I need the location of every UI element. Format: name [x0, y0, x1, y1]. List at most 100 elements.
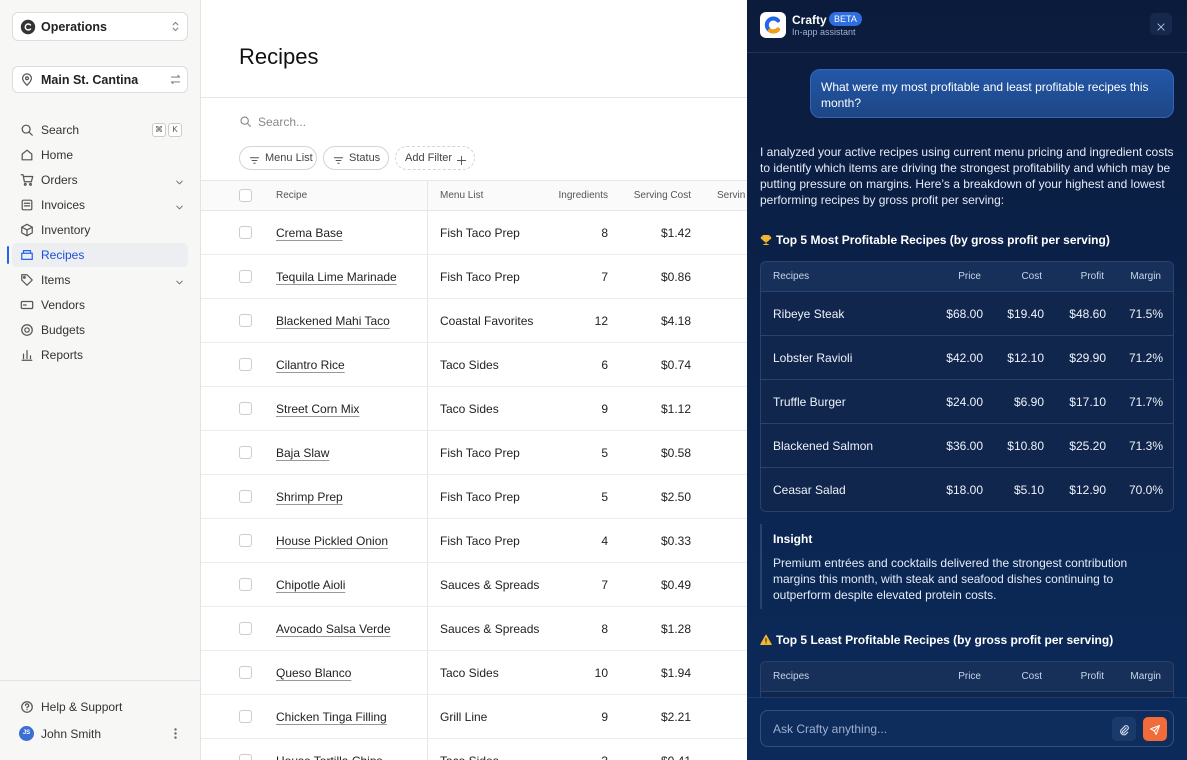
- workspace-selector[interactable]: Operations: [12, 12, 188, 41]
- row-checkbox[interactable]: [239, 666, 252, 679]
- filter-chip[interactable]: Menu List: [239, 146, 317, 170]
- column-header: Recipes: [773, 271, 810, 282]
- profit: $12.90: [1069, 483, 1106, 497]
- row-checkbox[interactable]: [239, 754, 252, 760]
- table-row[interactable]: Blackened Mahi Taco Coastal Favorites 12 $4…: [201, 299, 761, 343]
- price: $42.00: [946, 351, 983, 365]
- table-row[interactable]: Chipotle Aioli Sauces & Spreads 7 $0.49: [201, 563, 761, 607]
- row-checkbox[interactable]: [239, 402, 252, 415]
- recipe-name: Baja Slaw: [276, 446, 330, 460]
- table-row[interactable]: Baja Slaw Fish Taco Prep 5 $0.58: [201, 431, 761, 475]
- workspace-name: Operations: [41, 20, 107, 34]
- search-input[interactable]: Search...: [258, 115, 307, 129]
- recipe-name: Blackened Salmon: [773, 439, 874, 453]
- chat-input[interactable]: Ask Crafty anything...: [760, 710, 1174, 747]
- menu-list: Fish Taco Prep: [440, 226, 520, 240]
- ingredient-count: 7: [601, 578, 608, 592]
- trophy-icon: [760, 233, 772, 246]
- menu-list: Fish Taco Prep: [440, 534, 520, 548]
- table-header: [201, 180, 761, 211]
- menu-list: Fish Taco Prep: [440, 490, 520, 504]
- nav-label: Recipes: [41, 248, 85, 262]
- row-checkbox[interactable]: [239, 490, 252, 503]
- insight-title: Insight: [773, 532, 813, 546]
- user-message: What were my most profitable and least p…: [810, 69, 1174, 118]
- table-row[interactable]: Cilantro Rice Taco Sides 6 $0.74: [201, 343, 761, 387]
- nav-item[interactable]: Inventory: [12, 218, 188, 242]
- send-button[interactable]: [1143, 717, 1167, 741]
- header-checkbox[interactable]: [239, 189, 252, 202]
- menu-list: Fish Taco Prep: [440, 270, 520, 284]
- ingredient-count: 3: [601, 754, 608, 760]
- table-row[interactable]: Tequila Lime Marinade Fish Taco Prep 7 $0.8…: [201, 255, 761, 299]
- table-row[interactable]: House Pickled Onion Fish Taco Prep 4 $0.33: [201, 519, 761, 563]
- ingredient-count: 12: [594, 314, 608, 328]
- price: $68.00: [946, 307, 983, 321]
- row-checkbox[interactable]: [239, 446, 252, 459]
- table-row[interactable]: Street Corn Mix Taco Sides 9 $1.12: [201, 387, 761, 431]
- help-link[interactable]: Help & Support: [12, 697, 188, 717]
- row-checkbox[interactable]: [239, 314, 252, 327]
- serving-cost: $0.33: [660, 534, 691, 548]
- nav-icon: [20, 348, 34, 362]
- nav-icon: [20, 173, 34, 187]
- assistant-intro: I analyzed your active recipes using cur…: [760, 145, 1174, 207]
- cost: $5.10: [1013, 483, 1044, 497]
- nav-icon: [20, 323, 34, 337]
- table-row[interactable]: Shrimp Prep Fish Taco Prep 5 $2.50: [201, 475, 761, 519]
- user-menu[interactable]: JS John Smith: [12, 724, 188, 744]
- row-checkbox[interactable]: [239, 578, 252, 591]
- nav-item[interactable]: Home: [12, 143, 188, 167]
- menu-list: Coastal Favorites: [440, 314, 534, 328]
- table-row[interactable]: Avocado Salsa Verde Sauces & Spreads 8 $1.2…: [201, 607, 761, 651]
- row-checkbox[interactable]: [239, 710, 252, 723]
- column-header: Ingredients: [558, 190, 608, 201]
- recipe-name: House Tortilla Chips: [276, 754, 383, 760]
- warning-icon: [760, 633, 772, 646]
- column-header: Margin: [1130, 671, 1161, 682]
- nav-item[interactable]: Vendors: [12, 293, 188, 317]
- column-header: Price: [958, 271, 981, 282]
- chevron-down: [174, 200, 185, 211]
- nav-item[interactable]: Budgets: [12, 318, 188, 342]
- nav-item[interactable]: Search ⌘ K: [12, 118, 188, 142]
- table-row[interactable]: House Tortilla Chips Taco Sides 3 $0.41: [201, 739, 761, 760]
- nav-item[interactable]: Orders: [12, 168, 188, 192]
- profit: $17.10: [1069, 395, 1106, 409]
- cost: $10.80: [1007, 439, 1044, 453]
- nav-item[interactable]: Reports: [12, 343, 188, 367]
- input-placeholder: Ask Crafty anything...: [773, 722, 888, 736]
- nav-label: Home: [41, 148, 74, 162]
- margin: 71.5%: [1128, 307, 1163, 321]
- nav-item[interactable]: Invoices: [12, 193, 188, 217]
- nav-item[interactable]: Items: [12, 268, 188, 292]
- serving-cost: $0.58: [660, 446, 691, 460]
- table-row[interactable]: Crema Base Fish Taco Prep 8 $1.42: [201, 211, 761, 255]
- row-checkbox[interactable]: [239, 270, 252, 283]
- ingredient-count: 9: [601, 402, 608, 416]
- row-checkbox[interactable]: [239, 622, 252, 635]
- row-checkbox[interactable]: [239, 534, 252, 547]
- location-name: Main St. Cantina: [41, 73, 139, 87]
- filter-chip[interactable]: Add Filter: [395, 146, 475, 170]
- filter-icon: [249, 153, 260, 164]
- attach-button[interactable]: [1112, 717, 1136, 741]
- nav-label: Invoices: [41, 198, 86, 212]
- table-row[interactable]: Chicken Tinga Filling Grill Line 9 $2.21: [201, 695, 761, 739]
- header-divider: [201, 97, 1187, 98]
- ingredient-count: 9: [601, 710, 608, 724]
- filter-label: Status: [349, 152, 381, 164]
- ingredient-count: 5: [601, 446, 608, 460]
- filter-chip[interactable]: Status: [323, 146, 389, 170]
- section-heading: Top 5 Least Profitable Recipes (by gross…: [776, 633, 1114, 647]
- row-checkbox[interactable]: [239, 358, 252, 371]
- row-checkbox[interactable]: [239, 226, 252, 239]
- table-row[interactable]: Queso Blanco Taco Sides 10 $1.94: [201, 651, 761, 695]
- location-selector[interactable]: Main St. Cantina: [12, 66, 188, 93]
- chevron-down: [174, 275, 185, 286]
- table-row: Lobster Ravioli $42.00 $12.10 $29.90 71.2%: [761, 336, 1173, 380]
- beta-badge: BETA: [829, 12, 862, 26]
- nav-item[interactable]: Recipes: [12, 243, 188, 267]
- close-button[interactable]: [1150, 13, 1172, 35]
- menu-list: Sauces & Spreads: [440, 578, 540, 592]
